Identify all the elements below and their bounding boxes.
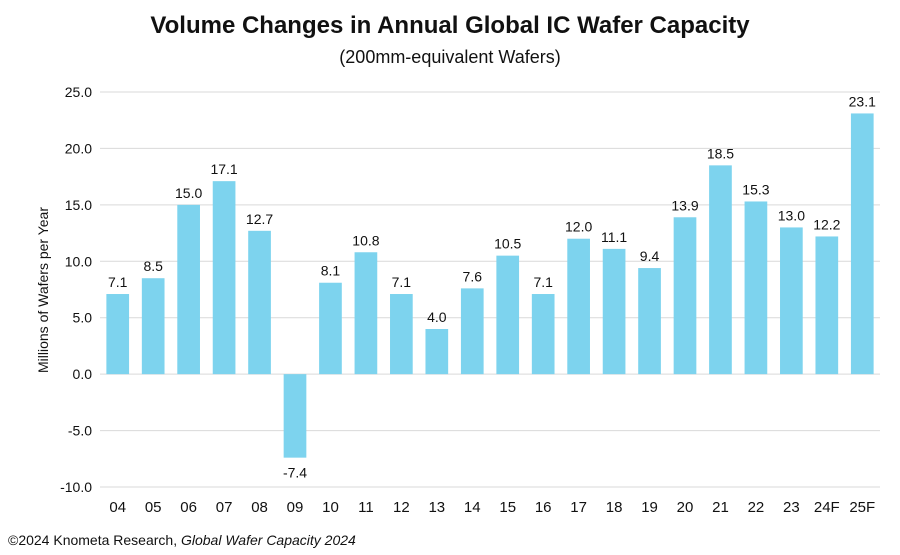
x-tick-label: 16 xyxy=(535,499,552,516)
bar-25F xyxy=(850,113,874,375)
data-label-04: 7.1 xyxy=(108,274,128,290)
data-label-19: 9.4 xyxy=(640,248,660,264)
data-label-13: 4.0 xyxy=(427,309,447,325)
footer-copyright: ©2024 Knometa Research, xyxy=(8,532,181,548)
bar-24F xyxy=(815,236,839,375)
y-tick-label: -5.0 xyxy=(68,423,92,439)
x-tick-label: 07 xyxy=(216,499,233,516)
y-tick-label: 15.0 xyxy=(65,197,92,213)
x-tick-label: 09 xyxy=(287,499,304,516)
data-label-21: 18.5 xyxy=(707,145,734,161)
data-label-08: 12.7 xyxy=(246,211,273,227)
data-label-17: 12.0 xyxy=(565,219,592,235)
bar-06 xyxy=(177,204,200,375)
x-tick-label: 18 xyxy=(606,499,623,516)
x-tick-label: 22 xyxy=(748,499,765,516)
x-tick-label: 08 xyxy=(251,499,268,516)
x-tick-label: 17 xyxy=(570,499,587,516)
bar-09 xyxy=(283,374,307,458)
bar-12 xyxy=(390,294,413,375)
data-label-22: 15.3 xyxy=(742,181,769,197)
bar-13 xyxy=(425,329,449,375)
x-tick-label: 05 xyxy=(145,499,162,516)
data-label-09: -7.4 xyxy=(283,465,307,481)
x-axis: 04 05 06 07 08 09 10 11 12 13 14 15 16 17 18 19 20 21 22 23… xyxy=(109,499,875,516)
x-tick-label: 19 xyxy=(641,499,658,516)
data-label-24F: 12.2 xyxy=(813,216,840,232)
y-tick-label: 5.0 xyxy=(73,310,93,326)
x-tick-label: 20 xyxy=(677,499,694,516)
bar-16 xyxy=(531,294,555,375)
footer-source: Global Wafer Capacity 2024 xyxy=(180,532,356,548)
bar-04 xyxy=(106,294,130,375)
y-tick-label: 20.0 xyxy=(65,140,92,156)
chart-subtitle: (200mm-equivalent Wafers) xyxy=(339,47,561,67)
bar-08 xyxy=(248,230,271,375)
chart-title: Volume Changes in Annual Global IC Wafer… xyxy=(150,12,750,39)
bars xyxy=(106,113,874,458)
data-label-06: 15.0 xyxy=(175,185,202,201)
data-label-07: 17.1 xyxy=(210,161,237,177)
x-tick-label: 10 xyxy=(322,499,339,516)
y-axis: 25.0 20.0 15.0 10.0 5.0 0.0 -5.0 -10.0 xyxy=(60,84,92,495)
data-label-12: 7.1 xyxy=(392,274,412,290)
x-tick-label: 06 xyxy=(180,499,197,516)
x-tick-label: 14 xyxy=(464,499,481,516)
y-tick-label: 10.0 xyxy=(65,253,92,269)
bar-18 xyxy=(602,248,626,375)
y-tick-label: 0.0 xyxy=(73,366,93,382)
bar-07 xyxy=(212,181,236,375)
x-tick-label: 23 xyxy=(783,499,800,516)
data-label-15: 10.5 xyxy=(494,236,521,252)
data-label-20: 13.9 xyxy=(671,197,698,213)
bar-23 xyxy=(780,227,803,375)
data-label-11: 10.8 xyxy=(352,232,379,248)
x-tick-label: 25F xyxy=(849,499,875,516)
y-tick-label: 25.0 xyxy=(65,84,92,100)
bar-17 xyxy=(567,238,590,375)
x-tick-label: 12 xyxy=(393,499,410,516)
x-tick-label: 13 xyxy=(428,499,445,516)
bar-19 xyxy=(638,268,661,375)
x-tick-label: 24F xyxy=(814,499,840,516)
data-label-16: 7.1 xyxy=(533,274,553,290)
bar-chart: 25.0 20.0 15.0 10.0 5.0 0.0 -5.0 -10.0 7.1 8.5 15… xyxy=(35,84,880,516)
x-tick-label: 11 xyxy=(358,499,374,516)
data-label-18: 11.1 xyxy=(601,229,627,245)
bar-21 xyxy=(709,165,732,375)
bar-10 xyxy=(319,282,342,375)
y-tick-label: -10.0 xyxy=(60,479,92,495)
bar-14 xyxy=(460,288,484,375)
data-label-25F: 23.1 xyxy=(849,93,876,109)
value-labels: 7.1 8.5 15.0 17.1 12.7 -7.4 8.1 10.8 7.1 4.0 7.6 10… xyxy=(108,93,876,480)
footer-credit: ©2024 Knometa Research, Global Wafer Cap… xyxy=(8,532,356,548)
y-axis-label: Millions of Wafers per Year xyxy=(35,207,51,373)
data-label-23: 13.0 xyxy=(778,207,805,223)
data-label-05: 8.5 xyxy=(143,258,163,274)
data-label-14: 7.6 xyxy=(463,268,483,284)
bar-20 xyxy=(673,217,697,375)
x-tick-label: 15 xyxy=(499,499,516,516)
bar-05 xyxy=(141,278,165,375)
data-label-10: 8.1 xyxy=(321,263,341,279)
x-tick-label: 21 xyxy=(712,499,729,516)
bar-22 xyxy=(744,201,768,375)
bar-15 xyxy=(496,255,520,375)
bar-11 xyxy=(354,252,378,375)
x-tick-label: 04 xyxy=(109,499,126,516)
